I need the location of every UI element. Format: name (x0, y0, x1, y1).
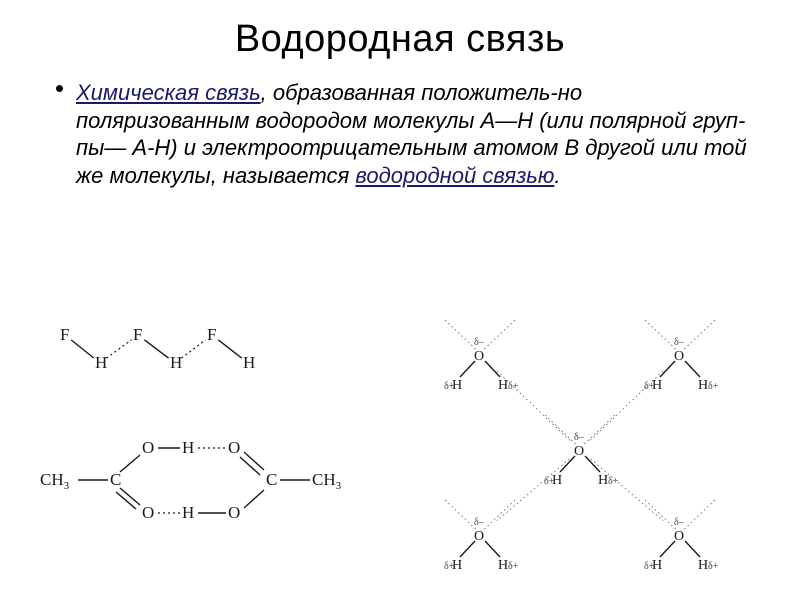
svg-text:O: O (142, 503, 154, 522)
tail-term: водородной связью (355, 163, 554, 188)
svg-text:H: H (498, 378, 508, 393)
svg-text:δ+: δ+ (444, 561, 455, 572)
bullet-icon (56, 85, 63, 92)
svg-text:δ+: δ+ (644, 381, 655, 392)
svg-text:F: F (133, 325, 142, 344)
svg-text:O: O (474, 349, 484, 364)
ch3-left-label: CH3 (40, 470, 70, 492)
svg-text:δ–: δ– (674, 337, 685, 348)
svg-text:δ+: δ+ (544, 476, 555, 487)
svg-text:δ+: δ+ (608, 476, 619, 487)
svg-text:O: O (474, 529, 484, 544)
svg-text:H: H (170, 353, 182, 372)
svg-text:O: O (142, 438, 154, 457)
tail-punct: . (554, 163, 560, 188)
body-paragraph: Химическая связь, образованная положител… (56, 79, 752, 189)
svg-text:δ–: δ– (474, 337, 485, 348)
svg-text:H: H (598, 473, 608, 488)
svg-text:δ–: δ– (574, 432, 585, 443)
diagrams-area: F H F H F H CH3 C O H O O H (30, 320, 770, 590)
svg-text:O: O (674, 529, 684, 544)
slide: Водородная связь Химическая связь, образ… (0, 0, 800, 600)
svg-text:H: H (95, 353, 107, 372)
svg-text:δ+: δ+ (644, 561, 655, 572)
svg-text:O: O (574, 444, 584, 459)
svg-text:C: C (110, 470, 121, 489)
svg-text:δ–: δ– (674, 517, 685, 528)
svg-text:H: H (498, 558, 508, 573)
acetic-dimer-diagram: CH3 C O H O O H O C (30, 420, 350, 540)
page-title: Водородная связь (28, 18, 772, 61)
svg-text:H: H (182, 503, 194, 522)
svg-text:F: F (60, 325, 69, 344)
svg-text:δ+: δ+ (708, 561, 719, 572)
svg-text:O: O (228, 503, 240, 522)
svg-text:δ–: δ– (474, 517, 485, 528)
svg-text:F: F (207, 325, 216, 344)
svg-text:H: H (698, 378, 708, 393)
hf-chain-diagram: F H F H F H (30, 320, 280, 400)
water-cluster-diagram: OHδ+Hδ+δ–OHδ+Hδ+δ–OHδ+Hδ+δ–OHδ+Hδ+δ–OHδ+… (390, 300, 770, 590)
svg-text:δ+: δ+ (508, 561, 519, 572)
svg-text:C: C (266, 470, 277, 489)
svg-text:H: H (698, 558, 708, 573)
svg-text:δ+: δ+ (708, 381, 719, 392)
svg-text:δ+: δ+ (444, 381, 455, 392)
svg-text:H: H (182, 438, 194, 457)
ch3-right-label: CH3 (312, 470, 342, 492)
lead-term: Химическая связь (76, 80, 261, 105)
svg-text:O: O (228, 438, 240, 457)
svg-text:H: H (243, 353, 255, 372)
svg-text:O: O (674, 349, 684, 364)
